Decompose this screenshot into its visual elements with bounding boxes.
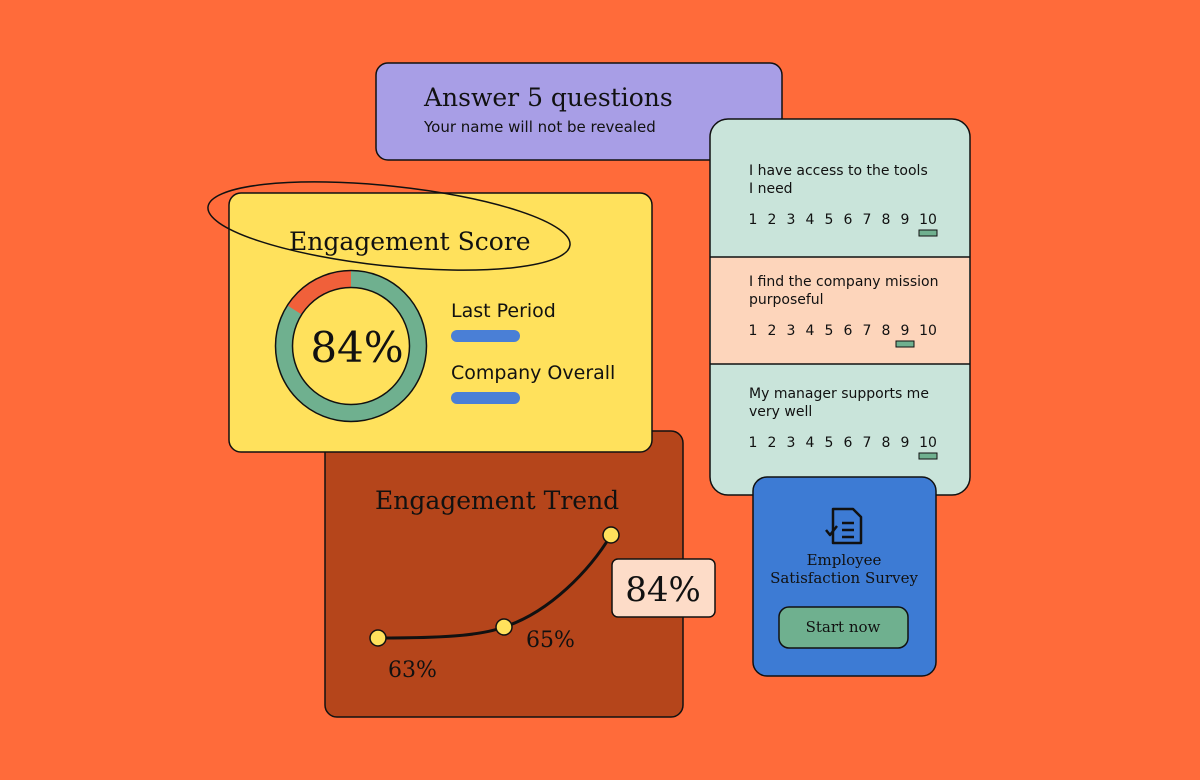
donut-arc	[275, 270, 427, 422]
scale-number: 2	[768, 435, 777, 451]
survey-icon	[825, 507, 863, 545]
legend-label: Last Period	[451, 300, 556, 322]
question-highlight	[711, 257, 969, 364]
scale-number: 3	[787, 435, 796, 451]
scale-number: 9	[901, 212, 910, 228]
selected-marker	[918, 229, 938, 237]
question-text: I find the company mission	[749, 274, 938, 290]
scale-number: 7	[863, 323, 872, 339]
scale-number: 8	[882, 212, 891, 228]
scale-number: 5	[825, 323, 834, 339]
trend-point	[369, 629, 387, 647]
scale-number: 7	[863, 435, 872, 451]
questions-panel	[709, 118, 971, 496]
header-title: Answer 5 questions	[423, 83, 673, 112]
highlight-ellipse	[207, 181, 571, 271]
scale-number: 2	[768, 212, 777, 228]
survey-title: Satisfaction Survey	[770, 569, 918, 587]
selected-marker	[918, 452, 938, 460]
scale-number: 6	[844, 435, 853, 451]
scale-number: 8	[882, 435, 891, 451]
trend-label: 63%	[388, 658, 437, 683]
question-text: My manager supports me	[749, 386, 929, 402]
survey-title: Employee	[807, 551, 882, 569]
question-text: I need	[749, 181, 793, 197]
trend-title: Engagement Trend	[375, 486, 619, 515]
trend-label: 65%	[526, 628, 575, 653]
scale-number: 6	[844, 212, 853, 228]
donut-outline	[274, 269, 428, 423]
scale-number: 7	[863, 212, 872, 228]
scale-number: 10	[919, 435, 937, 451]
scale-number: 5	[825, 435, 834, 451]
start-button[interactable]	[778, 606, 909, 649]
header-card	[375, 62, 783, 161]
header-subtitle: Your name will not be revealed	[423, 118, 656, 136]
scale-number: 4	[806, 323, 815, 339]
scale-number: 10	[919, 212, 937, 228]
scale-number: 1	[749, 323, 758, 339]
scale-number: 4	[806, 435, 815, 451]
scale-number: 1	[749, 212, 758, 228]
donut-outline	[291, 286, 411, 406]
scale-number: 3	[787, 323, 796, 339]
question-text: I have access to the tools	[749, 163, 928, 179]
trend-point	[602, 526, 620, 544]
legend-bar	[451, 330, 520, 342]
trend-point	[495, 618, 513, 636]
scale-number: 8	[882, 323, 891, 339]
scale-number: 10	[919, 323, 937, 339]
scale-number: 9	[901, 323, 910, 339]
question-text: purposeful	[749, 292, 824, 308]
scale-number: 9	[901, 435, 910, 451]
scale-number: 1	[749, 435, 758, 451]
scale-number: 4	[806, 212, 815, 228]
scale-number: 5	[825, 212, 834, 228]
scale-number: 2	[768, 323, 777, 339]
selected-marker	[895, 340, 915, 348]
score-value: 84%	[310, 323, 403, 372]
legend-bar	[451, 392, 520, 404]
score-title: Engagement Score	[289, 227, 531, 256]
trend-badge	[611, 558, 716, 618]
scale-number: 3	[787, 212, 796, 228]
question-text: very well	[749, 404, 812, 420]
start-button-label[interactable]: Start now	[806, 618, 881, 636]
scale-number: 6	[844, 323, 853, 339]
trend-current: 84%	[625, 570, 701, 610]
legend-label: Company Overall	[451, 362, 615, 384]
